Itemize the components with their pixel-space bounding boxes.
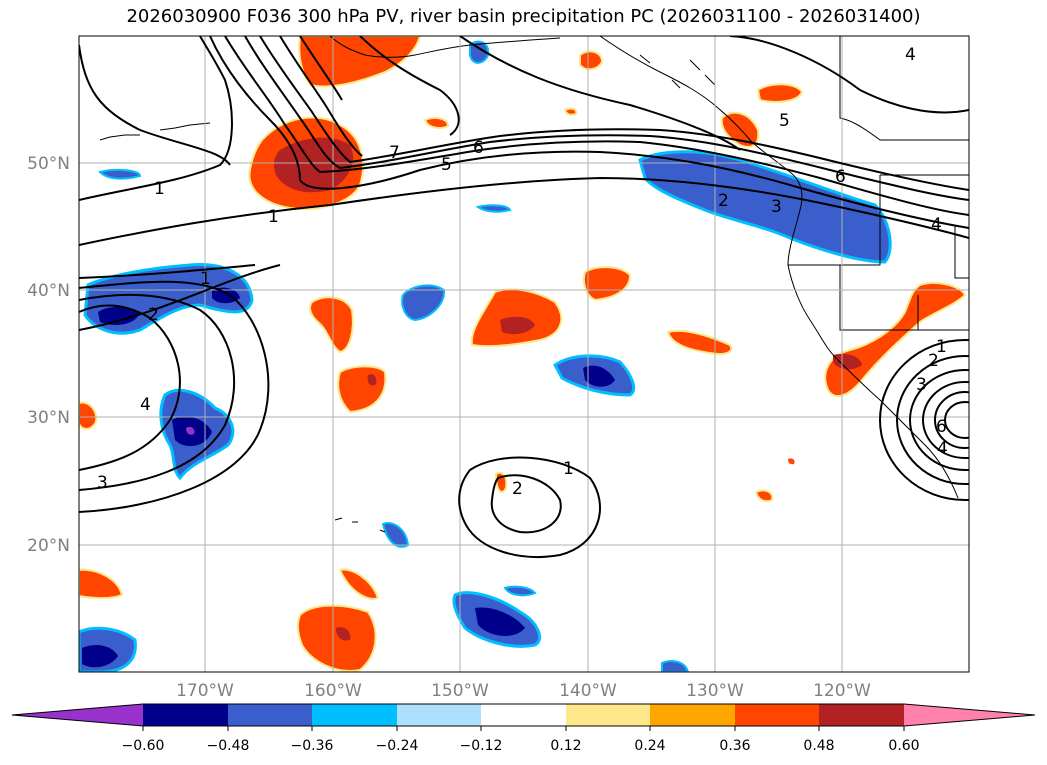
lat-label: 40°N <box>27 281 70 301</box>
lat-label: 30°N <box>27 408 70 428</box>
lat-label: 50°N <box>27 154 70 174</box>
colorbar-tick-label: −0.60 <box>122 738 165 754</box>
colorbar-tick-label: 0.12 <box>550 738 581 754</box>
contour-label: 5 <box>441 155 452 175</box>
lon-label: 120°W <box>813 681 871 701</box>
contour-label: 1 <box>563 459 574 479</box>
contour-label: 6 <box>936 417 947 437</box>
contour-label: 4 <box>937 439 948 459</box>
colorbar-tick-label: 0.36 <box>719 738 750 754</box>
colorbar-extend-max <box>904 704 1035 726</box>
lon-label: 160°W <box>304 681 362 701</box>
contour-label: 4 <box>905 45 916 65</box>
lon-label: 150°W <box>431 681 489 701</box>
colorbar-segment <box>735 704 819 726</box>
contour-label: 2 <box>512 479 523 499</box>
colorbar-segment <box>312 704 397 726</box>
contour-label: 5 <box>779 111 790 131</box>
contour-label: 3 <box>916 375 927 395</box>
latitude-labels: 50°N 40°N 30°N 20°N <box>27 154 70 556</box>
contour-label: 3 <box>97 473 108 493</box>
contour-label: 7 <box>389 143 400 163</box>
contour-label: 2 <box>928 351 939 371</box>
pv-contour-labels: 1 1 1 2 4 3 7 5 6 2 3 5 6 4 4 1 2 1 2 3 … <box>97 45 948 499</box>
lon-label: 170°W <box>176 681 234 701</box>
colorbar-tick-label: −0.24 <box>376 738 419 754</box>
gridlines <box>79 36 969 672</box>
colorbar-tick-label: −0.36 <box>291 738 334 754</box>
contour-label: 1 <box>268 207 279 227</box>
contour-label: 1 <box>200 269 211 289</box>
contour-label: 2 <box>718 191 729 211</box>
colorbar-extend-min <box>12 704 143 726</box>
colorbar-tick-label: 0.24 <box>634 738 665 754</box>
colorbar-tick-label: 0.48 <box>803 738 834 754</box>
map-title: 2026030900 F036 300 hPa PV, river basin … <box>126 6 921 27</box>
lon-label: 140°W <box>559 681 617 701</box>
map-plot-area: 1 1 1 2 4 3 7 5 6 2 3 5 6 4 4 1 2 1 2 3 … <box>79 36 969 672</box>
contour-label: 6 <box>473 138 484 158</box>
colorbar-tick-label: 0.60 <box>888 738 919 754</box>
colorbar-segment <box>819 704 904 726</box>
map-frame <box>78 35 970 673</box>
lat-label: 20°N <box>27 536 70 556</box>
colorbar-segment <box>566 704 650 726</box>
contour-label: 4 <box>931 215 942 235</box>
contour-label: 1 <box>936 337 947 357</box>
contour-label: 6 <box>835 167 846 187</box>
colorbar-segment <box>481 704 566 726</box>
colorbar-segment <box>397 704 481 726</box>
contour-label: 3 <box>771 197 782 217</box>
lon-label: 130°W <box>686 681 744 701</box>
pv-contours <box>79 36 969 558</box>
colorbar: −0.60 −0.48 −0.36 −0.24 −0.12 0.12 0.24 … <box>11 703 1036 754</box>
longitude-labels: 170°W 160°W 150°W 140°W 130°W 120°W <box>176 681 871 701</box>
colorbar-segment <box>228 704 312 726</box>
contour-label: 4 <box>140 395 151 415</box>
colorbar-segment <box>650 704 735 726</box>
contour-label: 1 <box>154 179 165 199</box>
colorbar-tick-label: −0.12 <box>460 738 503 754</box>
colorbar-segment <box>143 704 228 726</box>
contour-label: 2 <box>148 305 159 325</box>
colorbar-tick-label: −0.48 <box>207 738 250 754</box>
